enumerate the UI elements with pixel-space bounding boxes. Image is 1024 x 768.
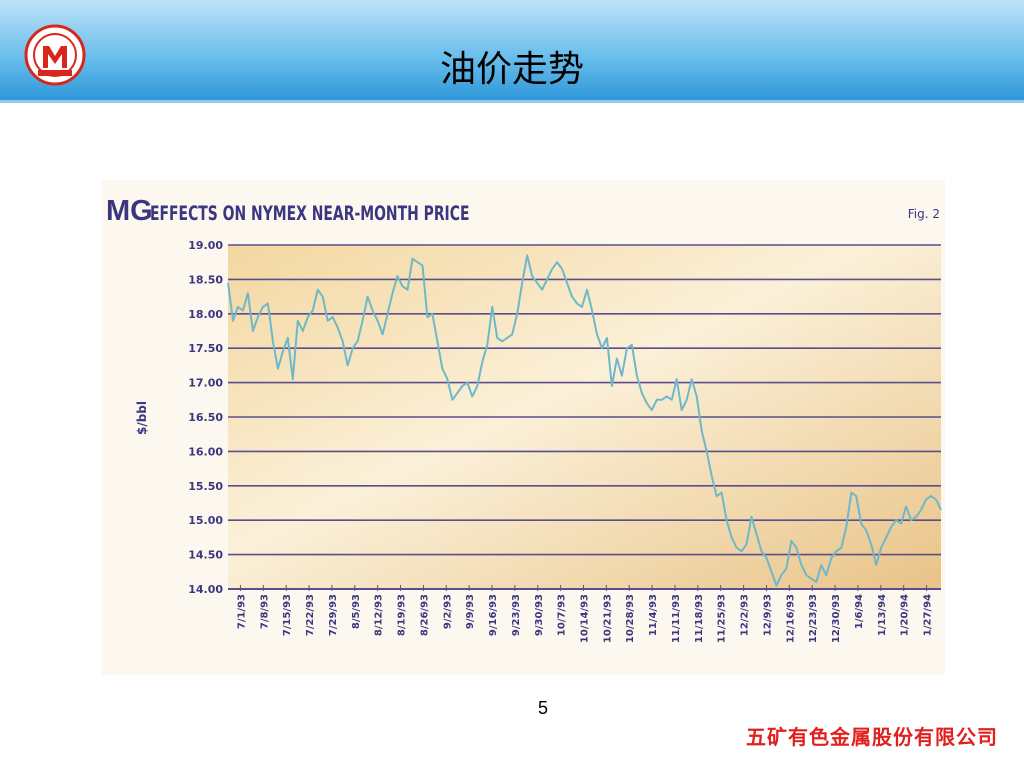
x-tick-label: 10/7/93 — [557, 594, 568, 636]
slide-header — [0, 0, 1024, 100]
x-tick-label: 8/5/93 — [351, 594, 362, 629]
figure-label: Fig. 2 — [908, 207, 940, 221]
y-tick-label: 16.50 — [188, 411, 223, 424]
chart-logo: MG — [106, 195, 153, 227]
x-axis-ticks: 7/1/93 7/8/93 7/15/93 7/22/93 7/29/93 8/5/93 8… — [236, 594, 933, 643]
minmetals-logo-icon — [24, 24, 86, 86]
y-axis-ticks: 19.00 18.50 18.00 17.50 17.00 16.50 16.00 15.50… — [188, 239, 223, 596]
y-tick-label: 15.00 — [188, 514, 223, 527]
x-tick-label: 12/23/93 — [808, 594, 819, 643]
company-name: 五矿有色金属股份有限公司 — [746, 725, 998, 749]
x-tick-label: 7/22/93 — [305, 594, 316, 636]
x-tick-label: 9/2/93 — [442, 594, 453, 629]
x-tick-label: 7/15/93 — [282, 594, 293, 636]
x-tick-label: 11/4/93 — [648, 594, 659, 636]
price-chart: MG EFFECTS ON NYMEX NEAR-MONTH PRICE Fig… — [106, 195, 942, 643]
x-tick-label: 11/11/93 — [671, 594, 682, 643]
slide-title: 油价走势 — [439, 49, 584, 90]
x-tick-label: 9/23/93 — [511, 594, 522, 636]
header-divider — [0, 100, 1024, 103]
y-tick-label: 18.00 — [188, 308, 223, 321]
x-tick-label: 12/30/93 — [831, 594, 842, 643]
x-tick-label: 11/18/93 — [694, 594, 705, 643]
chart-panel: MG EFFECTS ON NYMEX NEAR-MONTH PRICE Fig… — [102, 180, 945, 675]
y-tick-label: 16.00 — [188, 445, 223, 458]
x-tick-label: 1/13/94 — [877, 594, 888, 636]
x-tick-label: 8/26/93 — [419, 594, 430, 636]
x-tick-label: 7/1/93 — [236, 594, 247, 629]
x-tick-label: 10/21/93 — [602, 594, 613, 643]
grid-lines — [228, 244, 941, 591]
y-tick-label: 14.50 — [188, 549, 223, 562]
x-tick-label: 12/16/93 — [785, 594, 796, 643]
x-tick-label: 1/27/94 — [923, 594, 934, 636]
y-tick-label: 15.50 — [188, 480, 223, 493]
x-tick-label: 1/6/94 — [854, 594, 865, 629]
x-tick-label: 11/25/93 — [717, 594, 728, 643]
y-axis-label: $/bbl — [135, 401, 149, 435]
x-tick-label: 10/14/93 — [580, 594, 591, 643]
x-tick-label: 8/19/93 — [397, 594, 408, 636]
x-tick-label: 1/20/94 — [900, 594, 911, 636]
y-tick-label: 17.50 — [188, 342, 223, 355]
y-tick-label: 19.00 — [188, 239, 223, 252]
x-tick-label: 7/8/93 — [259, 594, 270, 629]
x-tick-label: 7/29/93 — [328, 594, 339, 636]
x-tick-label: 10/28/93 — [625, 594, 636, 643]
x-tick-label: 9/30/93 — [534, 594, 545, 636]
chart-title: EFFECTS ON NYMEX NEAR-MONTH PRICE — [150, 203, 469, 226]
x-tick-label: 8/12/93 — [374, 594, 385, 636]
y-tick-label: 17.00 — [188, 377, 223, 390]
x-tick-label: 9/16/93 — [488, 594, 499, 636]
y-tick-label: 18.50 — [188, 273, 223, 286]
x-tick-label: 9/9/93 — [465, 594, 476, 629]
price-series-line — [227, 254, 942, 587]
x-tick-label: 12/9/93 — [762, 594, 773, 636]
y-tick-label: 14.00 — [188, 583, 223, 596]
page-number: 5 — [537, 698, 548, 718]
x-tick-label: 12/2/93 — [740, 594, 751, 636]
